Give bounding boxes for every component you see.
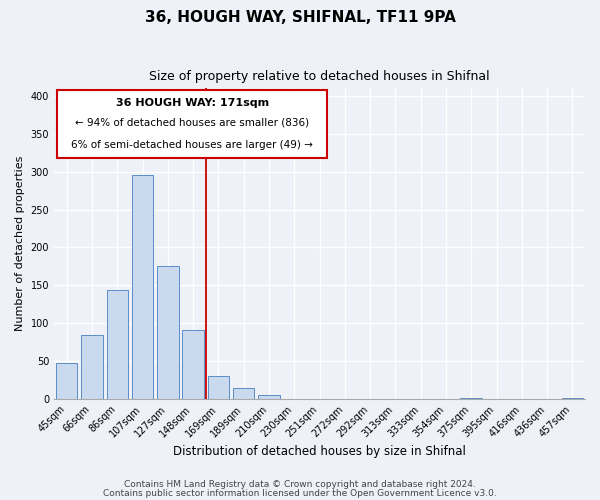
Title: Size of property relative to detached houses in Shifnal: Size of property relative to detached ho… (149, 70, 490, 83)
Bar (157, 266, 179, 399)
Text: ← 94% of detached houses are smaller (836): ← 94% of detached houses are smaller (83… (75, 118, 309, 128)
Bar (107, 290, 128, 399)
Text: 36 HOUGH WAY: 171sqm: 36 HOUGH WAY: 171sqm (116, 98, 269, 108)
Y-axis label: Number of detached properties: Number of detached properties (15, 156, 25, 332)
Text: 36, HOUGH WAY, SHIFNAL, TF11 9PA: 36, HOUGH WAY, SHIFNAL, TF11 9PA (145, 10, 455, 25)
Text: Contains public sector information licensed under the Open Government Licence v3: Contains public sector information licen… (103, 488, 497, 498)
Bar (460, 398, 482, 399)
Bar (562, 398, 583, 399)
Bar (182, 330, 204, 399)
FancyBboxPatch shape (56, 90, 328, 158)
Text: Contains HM Land Registry data © Crown copyright and database right 2024.: Contains HM Land Registry data © Crown c… (124, 480, 476, 489)
Bar (56, 364, 77, 399)
Bar (258, 396, 280, 399)
Bar (132, 174, 153, 399)
Bar (233, 388, 254, 399)
Bar (208, 376, 229, 399)
Text: 6% of semi-detached houses are larger (49) →: 6% of semi-detached houses are larger (4… (71, 140, 313, 150)
X-axis label: Distribution of detached houses by size in Shifnal: Distribution of detached houses by size … (173, 444, 466, 458)
Bar (81, 334, 103, 399)
